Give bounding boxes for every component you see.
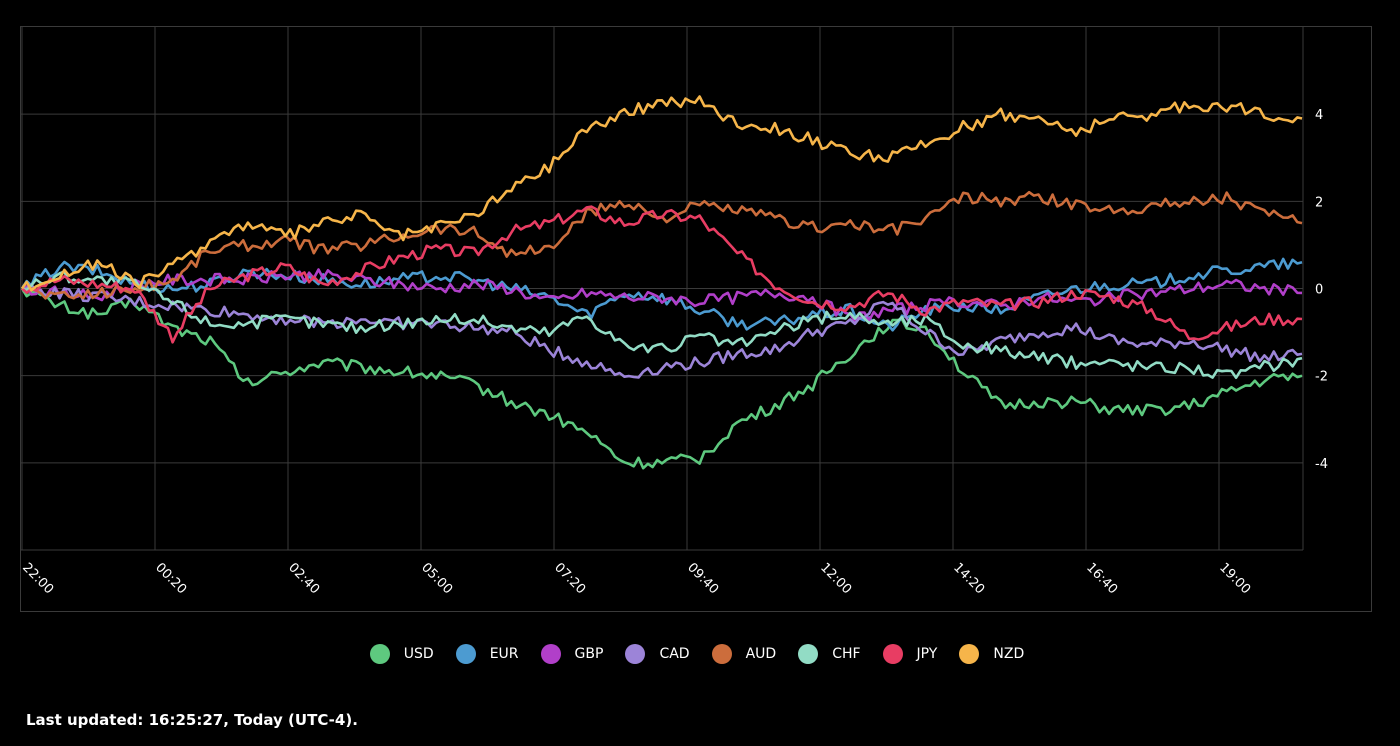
legend-label: CAD: [659, 646, 690, 662]
x-tick-label: 02:40: [285, 560, 322, 597]
x-tick-label: 09:40: [684, 560, 721, 597]
last-updated-text: Last updated: 16:25:27, Today (UTC-4).: [26, 711, 358, 729]
legend-swatch: [798, 644, 819, 664]
x-tick-label: 12:00: [817, 560, 854, 597]
x-tick-label: 19:00: [1216, 560, 1253, 597]
legend-label: JPY: [916, 646, 938, 662]
legend-swatch: [455, 644, 476, 664]
legend-swatch: [369, 644, 390, 664]
y-tick-label: 0: [1315, 283, 1323, 298]
legend-item-aud[interactable]: AUD: [711, 644, 783, 664]
chart-area: 4 2 0 -2 -4 22:00 00:20 02:40 05:00 07:20 09:40 12:…: [20, 26, 1372, 612]
legend-item-gbp[interactable]: GBP: [540, 644, 610, 664]
series-line-jpy: [21, 205, 1303, 344]
legend-item-jpy[interactable]: JPY: [882, 644, 944, 664]
legend-swatch: [882, 644, 903, 664]
x-tick-label: 22:00: [20, 560, 56, 597]
legend-label: AUD: [745, 646, 777, 662]
legend-item-usd[interactable]: USD: [369, 644, 440, 664]
x-tick-label: 14:20: [950, 560, 987, 597]
legend-swatch: [711, 644, 732, 664]
series-line-usd: [20, 287, 1303, 470]
x-tick-label: 16:40: [1083, 560, 1120, 597]
legend-label: EUR: [489, 646, 519, 662]
x-tick-label: 00:20: [152, 560, 189, 597]
legend-item-cad[interactable]: CAD: [625, 644, 695, 664]
legend-label: GBP: [574, 646, 604, 662]
x-tick-label: 05:00: [418, 560, 455, 597]
x-tick-label: 07:20: [551, 560, 588, 597]
legend-label: NZD: [993, 646, 1025, 662]
legend: USD EUR GBP CAD AUD CHF JPY NZD: [0, 644, 1400, 664]
legend-label: CHF: [832, 646, 861, 662]
legend-swatch: [625, 644, 646, 664]
legend-item-chf[interactable]: CHF: [798, 644, 866, 664]
chart-frame: [20, 26, 1372, 612]
chart-svg: 4 2 0 -2 -4 22:00 00:20 02:40 05:00 07:20 09:40 12:…: [20, 26, 1372, 612]
series-line-nzd: [20, 95, 1303, 292]
legend-item-nzd[interactable]: NZD: [959, 644, 1030, 664]
y-tick-label: -4: [1315, 457, 1328, 472]
series-line-aud: [21, 190, 1303, 300]
legend-swatch: [540, 644, 561, 664]
series-line-cad: [21, 283, 1303, 379]
y-tick-label: 4: [1315, 108, 1323, 123]
legend-label: USD: [403, 646, 434, 662]
legend-swatch: [959, 644, 980, 664]
y-tick-label: -2: [1315, 370, 1328, 385]
legend-item-eur[interactable]: EUR: [455, 644, 525, 664]
y-tick-label: 2: [1315, 195, 1323, 210]
series-line-chf: [21, 270, 1303, 379]
